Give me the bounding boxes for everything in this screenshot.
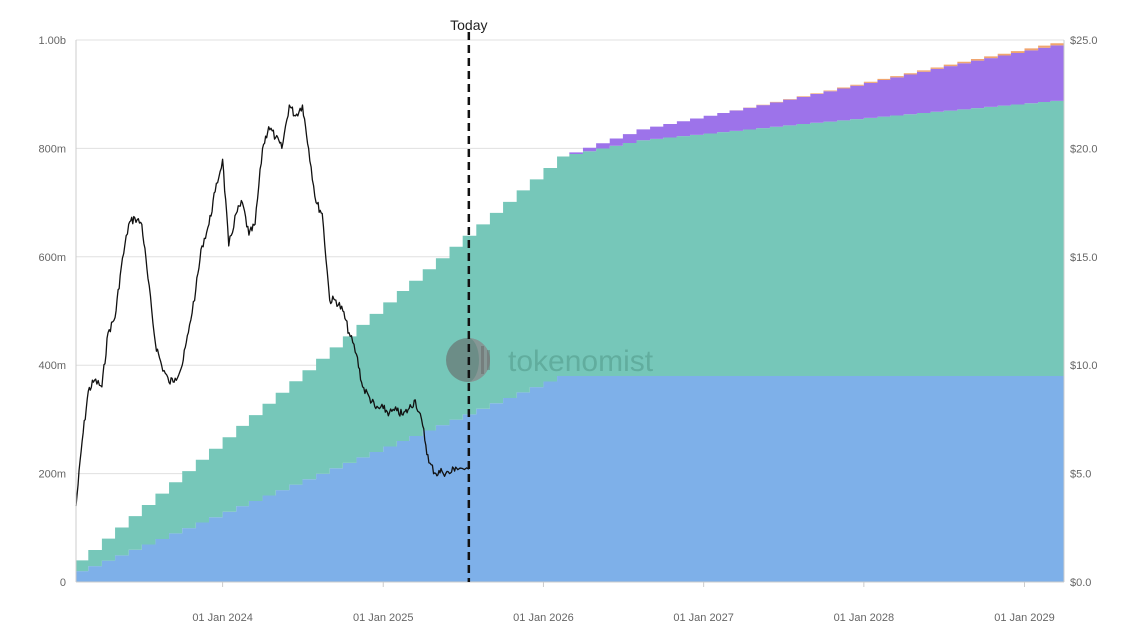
x-axis-tick-label: 01 Jan 2026 (513, 612, 574, 624)
left-axis-tick-label: 1.00b (38, 35, 66, 47)
tokenomist-watermark: tokenomist (446, 338, 654, 382)
x-axis-tick-label: 01 Jan 2027 (673, 612, 734, 624)
watermark-brand-text: tokenomist (508, 345, 654, 378)
left-axis-tick-label: 0 (60, 577, 66, 589)
unlock-series-1-area (76, 376, 1064, 582)
unlock-series-2-area (76, 100, 1064, 572)
today-marker: Today (450, 17, 488, 582)
x-axis-tick-label: 01 Jan 2029 (994, 612, 1055, 624)
right-axis-tick-label: $5.0 (1070, 469, 1091, 481)
price-line-series (75, 104, 470, 507)
left-axis-tick-label: 800m (38, 143, 66, 155)
right-axis-tick-label: $15.0 (1070, 252, 1098, 264)
left-axis-tick-label: 200m (38, 469, 66, 481)
unlock-area-series (76, 43, 1064, 582)
axes: 0 200m 400m 600m 800m 1.00b $0.0 $5.0 $10.0 $15.0… (38, 35, 1097, 624)
left-axis-tick-label: 600m (38, 252, 66, 264)
price-line (75, 104, 470, 507)
x-axis-tick-label: 01 Jan 2024 (192, 612, 253, 624)
right-axis-tick-label: $0.0 (1070, 577, 1091, 589)
unlock-series-3-area (76, 45, 1064, 561)
x-axis-tick-label: 01 Jan 2025 (353, 612, 414, 624)
x-axis-tick-label: 01 Jan 2028 (834, 612, 895, 624)
left-axis-tick-label: 400m (38, 360, 66, 372)
today-label: Today (450, 17, 487, 33)
right-axis-tick-label: $20.0 (1070, 143, 1098, 155)
right-axis-tick-label: $25.0 (1070, 35, 1098, 47)
right-axis-tick-label: $10.0 (1070, 360, 1098, 372)
